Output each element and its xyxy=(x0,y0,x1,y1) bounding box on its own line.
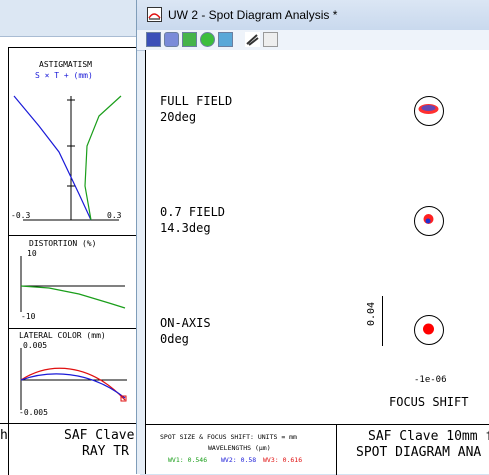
scale-vertical-label: 0.04 xyxy=(366,301,377,326)
background-title-block: h SAF Clave RAY TR xyxy=(0,423,140,475)
app-icon xyxy=(147,7,162,22)
spot-circle-icon[interactable] xyxy=(200,32,215,47)
spot-wave-icon[interactable] xyxy=(218,32,233,47)
astigmatism-title: ASTIGMATISM xyxy=(39,60,92,69)
distortion-top-label: 10 xyxy=(27,249,37,258)
spot-diagram-canvas: FULL FIELD 20deg 0.7 FIELD 14.3deg ON-AX… xyxy=(145,50,489,475)
spot-on-axis xyxy=(414,315,444,345)
print-icon[interactable] xyxy=(263,32,278,47)
field-1-angle: 20deg xyxy=(160,110,197,124)
lateral-top-label: 0.005 xyxy=(23,341,48,350)
distortion-title: DISTORTION (%) xyxy=(29,239,97,248)
spot-diamond-icon[interactable] xyxy=(182,32,197,47)
field-2-angle: 14.3deg xyxy=(160,221,211,235)
footer-title-line2: SPOT DIAGRAM ANA xyxy=(356,445,482,460)
title-block-line1: SAF Clave xyxy=(64,428,135,443)
field-2-name: 0.7 FIELD xyxy=(160,205,226,219)
footer-box: SPOT SIZE & FOCUS SHIFT: UNITS = mm WAVE… xyxy=(146,424,489,475)
background-analysis-window[interactable]: ASTIGMATISM S × T + (mm) -0.3 0.3 DISTOR… xyxy=(0,0,142,475)
title-block-left-fragment: h xyxy=(0,428,8,443)
wavelength-2: WV2: 0.58 xyxy=(221,456,257,464)
focus-shift-label: FOCUS SHIFT xyxy=(389,395,469,409)
distortion-plot xyxy=(20,256,126,312)
wavelength-3: WV3: 0.616 xyxy=(263,456,303,464)
title-bar[interactable]: UW 2 - Spot Diagram Analysis * xyxy=(137,0,489,30)
sagittal-curve xyxy=(13,95,92,221)
window-title: UW 2 - Spot Diagram Analysis * xyxy=(168,8,338,22)
spot-07-field xyxy=(414,206,444,236)
distortion-bottom-label: -10 xyxy=(21,312,36,321)
wavelengths-label: WAVELENGTHS (µm) xyxy=(208,444,271,452)
scale-bar xyxy=(382,296,383,346)
ray-trace-icon[interactable] xyxy=(245,32,260,47)
astigmatism-legend: S × T + (mm) xyxy=(35,71,93,80)
wavelength-1: WV1: 0.546 xyxy=(168,456,208,464)
astig-xmax-label: 0.3 xyxy=(107,211,122,220)
lateral-bottom-label: -0.005 xyxy=(19,408,48,417)
field-3-angle: 0deg xyxy=(160,332,189,346)
aberration-plot-panel: ASTIGMATISM S × T + (mm) -0.3 0.3 DISTOR… xyxy=(8,47,142,425)
footer-info-box: SPOT SIZE & FOCUS SHIFT: UNITS = mm WAVE… xyxy=(146,425,337,475)
field-3-name: ON-AXIS xyxy=(160,316,211,330)
footer-title-line1: SAF Clave 10mm f xyxy=(368,429,489,444)
tangential-curve xyxy=(84,95,122,221)
lateral-color-plot xyxy=(20,348,127,410)
spot-pattern-icon[interactable] xyxy=(164,32,179,47)
spot-diagram-window[interactable]: UW 2 - Spot Diagram Analysis * FULL FIEL… xyxy=(136,0,489,475)
toolbar xyxy=(137,30,489,51)
title-block-line2: RAY TR xyxy=(82,444,129,459)
astig-xmin-label: -0.3 xyxy=(11,211,31,220)
scale-horizontal-label: -1e-06 xyxy=(414,375,447,385)
astigmatism-plot xyxy=(13,95,122,221)
lateral-color-title: LATERAL COLOR (mm) xyxy=(19,331,106,340)
background-window-header xyxy=(0,0,140,37)
spot-full-field xyxy=(414,96,444,126)
spot-grid-icon[interactable] xyxy=(146,32,161,47)
field-1-name: FULL FIELD xyxy=(160,94,233,108)
units-text: SPOT SIZE & FOCUS SHIFT: UNITS = mm xyxy=(160,433,297,441)
